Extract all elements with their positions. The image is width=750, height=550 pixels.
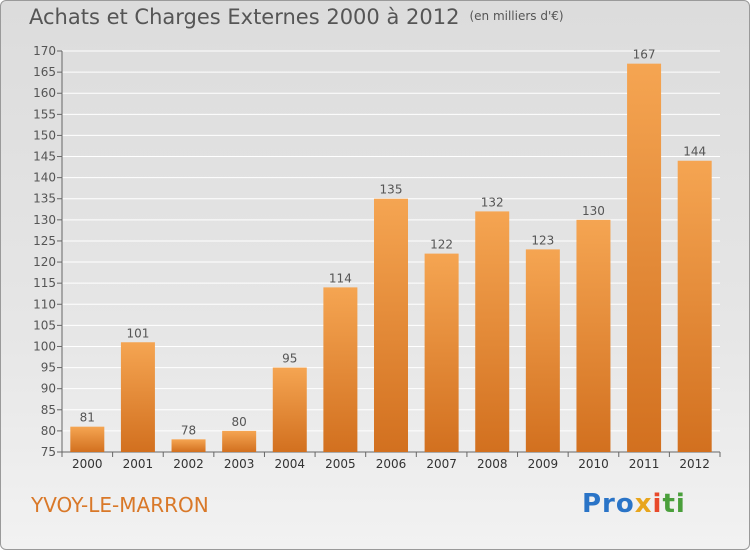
y-tick-label: 155 (33, 107, 56, 121)
y-tick-label: 135 (33, 192, 56, 206)
chart-title: Achats et Charges Externes 2000 à 2012 (e… (29, 5, 564, 29)
data-label-2007: 122 (430, 238, 453, 252)
data-label-2001: 101 (126, 326, 149, 340)
data-label-2009: 123 (531, 233, 554, 247)
y-tick-label: 165 (33, 65, 56, 79)
data-label-2005: 114 (329, 271, 352, 285)
x-tick-label-2010: 2010 (578, 457, 609, 471)
x-tick-label-2006: 2006 (376, 457, 407, 471)
bar-2008 (475, 211, 510, 452)
data-labels: 81 101 78 80 95 114 135 122 132 123 130 167 144 (80, 48, 706, 438)
chart-subtitle: (en milliers d'€) (469, 9, 564, 23)
bars (70, 63, 712, 453)
bar-2000 (70, 426, 105, 452)
y-tick-label: 95 (41, 361, 56, 375)
y-tick-label: 130 (33, 213, 56, 227)
data-label-2006: 135 (380, 183, 403, 197)
y-tick-label: 160 (33, 86, 56, 100)
bar-2001 (120, 342, 155, 452)
x-tick-label-2005: 2005 (325, 457, 356, 471)
x-tick-label-2002: 2002 (173, 457, 204, 471)
bar-2002 (171, 439, 206, 452)
data-label-2003: 80 (232, 415, 247, 429)
y-tick-label: 80 (41, 424, 56, 438)
x-tick-label-2011: 2011 (629, 457, 660, 471)
y-tick-label: 125 (33, 234, 56, 248)
bar-2011 (627, 63, 662, 453)
bar-2005 (323, 287, 358, 452)
y-tick-label: 120 (33, 255, 56, 269)
bar-2003 (222, 430, 257, 452)
y-tick-label: 140 (33, 171, 56, 185)
data-label-2011: 167 (633, 48, 656, 62)
proxiti-logo: Proxiti (582, 489, 686, 519)
x-tick-label-2003: 2003 (224, 457, 255, 471)
x-tick-label-2012: 2012 (679, 457, 710, 471)
bar-2006 (374, 198, 408, 452)
town-name: YVOY-LE-MARRON (31, 493, 209, 517)
data-label-2012: 144 (683, 145, 706, 159)
y-tick-label: 110 (33, 297, 56, 311)
y-tick-label: 85 (41, 403, 56, 417)
data-label-2000: 81 (80, 411, 95, 425)
y-tick-label: 150 (33, 128, 56, 142)
data-label-2002: 78 (181, 423, 196, 437)
data-label-2004: 95 (282, 352, 297, 366)
y-tick-label: 90 (41, 382, 56, 396)
y-tick-label: 100 (33, 339, 56, 353)
x-tick-label-2009: 2009 (528, 457, 559, 471)
data-label-2008: 132 (481, 195, 504, 209)
bar-2012 (677, 160, 712, 452)
x-tick-label-2000: 2000 (72, 457, 103, 471)
y-tick-label: 115 (33, 276, 56, 290)
x-tick-label-2007: 2007 (426, 457, 457, 471)
y-tick-label: 170 (33, 44, 56, 58)
bar-2009 (525, 249, 560, 452)
y-tick-label: 105 (33, 318, 56, 332)
chart-title-text: Achats et Charges Externes 2000 à 2012 (29, 5, 460, 29)
x-tick-label-2004: 2004 (274, 457, 305, 471)
x-tick-label-2001: 2001 (123, 457, 154, 471)
y-tick-label: 75 (41, 445, 56, 459)
x-tick-label-2008: 2008 (477, 457, 508, 471)
bar-2004 (272, 367, 307, 452)
data-label-2010: 130 (582, 204, 605, 218)
bar-2007 (424, 253, 459, 452)
bar-2010 (576, 219, 611, 452)
y-tick-label: 145 (33, 150, 56, 164)
